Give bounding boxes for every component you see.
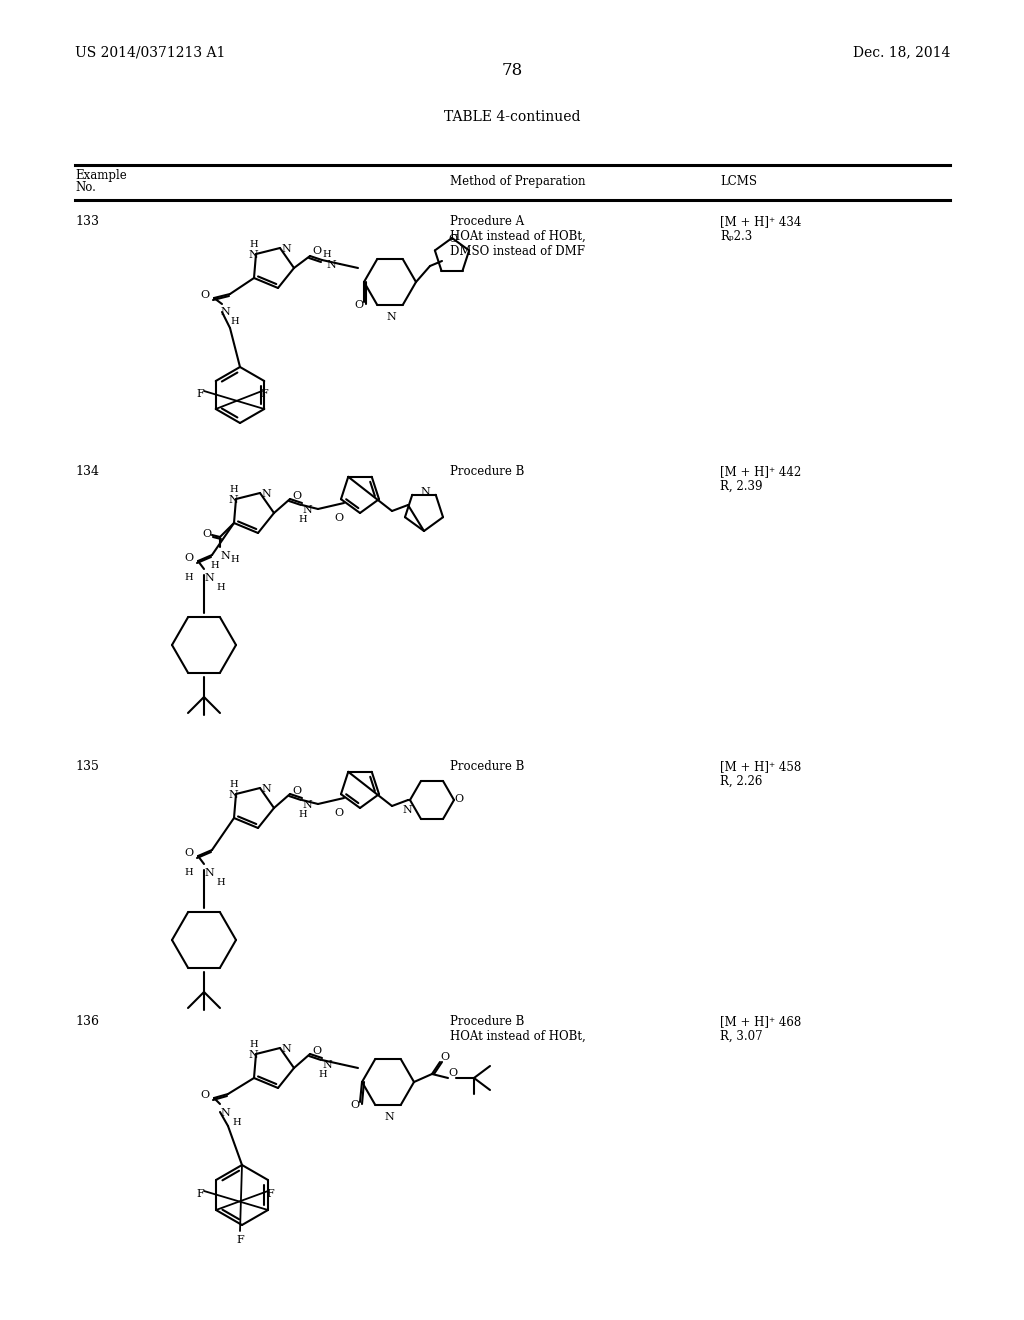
- Text: H: H: [230, 554, 239, 564]
- Text: O: O: [350, 1100, 359, 1110]
- Text: H: H: [184, 573, 193, 582]
- Text: N: N: [420, 487, 430, 498]
- Text: Procedure A
HOAt instead of HOBt,
DMSO instead of DMF: Procedure A HOAt instead of HOBt, DMSO i…: [450, 215, 586, 257]
- Text: Dec. 18, 2014: Dec. 18, 2014: [853, 45, 950, 59]
- Text: O: O: [292, 491, 301, 502]
- Text: Procedure B: Procedure B: [450, 465, 524, 478]
- Text: H: H: [298, 810, 306, 818]
- Text: O: O: [312, 1045, 322, 1056]
- Text: Procedure B: Procedure B: [450, 760, 524, 774]
- Text: H: H: [216, 583, 224, 591]
- Text: N: N: [261, 488, 270, 499]
- Text: N: N: [281, 244, 291, 253]
- Text: N: N: [248, 1049, 258, 1060]
- Text: O: O: [354, 300, 364, 310]
- Text: US 2014/0371213 A1: US 2014/0371213 A1: [75, 45, 225, 59]
- Text: H: H: [210, 561, 219, 570]
- Text: [M + H]⁺ 458
R, 2.26: [M + H]⁺ 458 R, 2.26: [720, 760, 801, 788]
- Text: H: H: [318, 1071, 327, 1078]
- Text: Procedure B
HOAt instead of HOBt,: Procedure B HOAt instead of HOBt,: [450, 1015, 586, 1043]
- Text: O: O: [449, 1068, 457, 1078]
- Text: N: N: [204, 573, 214, 583]
- Text: 78: 78: [502, 62, 522, 79]
- Text: O: O: [184, 553, 194, 564]
- Text: N: N: [261, 784, 270, 795]
- Text: H: H: [322, 249, 331, 259]
- Text: O: O: [200, 1090, 209, 1100]
- Text: H: H: [230, 317, 239, 326]
- Text: N: N: [302, 800, 311, 810]
- Text: F: F: [260, 389, 267, 399]
- Text: H: H: [232, 1118, 241, 1127]
- Text: H: H: [229, 484, 239, 494]
- Text: No.: No.: [75, 181, 96, 194]
- Text: F: F: [236, 1236, 244, 1245]
- Text: H: H: [298, 515, 306, 524]
- Text: Example: Example: [75, 169, 127, 182]
- Text: H: H: [250, 240, 258, 249]
- Text: F: F: [196, 1189, 204, 1199]
- Text: N: N: [302, 506, 311, 515]
- Text: O: O: [454, 795, 463, 804]
- Text: TABLE 4-continued: TABLE 4-continued: [443, 110, 581, 124]
- Text: O: O: [312, 246, 322, 256]
- Text: F: F: [196, 389, 204, 399]
- Text: N: N: [204, 869, 214, 878]
- Text: N: N: [384, 1111, 394, 1122]
- Text: O: O: [292, 785, 301, 796]
- Text: N: N: [228, 789, 238, 800]
- Text: O: O: [440, 1052, 450, 1063]
- Text: Method of Preparation: Method of Preparation: [450, 176, 586, 187]
- Text: 135: 135: [75, 760, 99, 774]
- Text: N: N: [386, 312, 395, 322]
- Text: F: F: [266, 1189, 273, 1199]
- Text: 136: 136: [75, 1015, 99, 1028]
- Text: N: N: [220, 308, 229, 317]
- Text: O: O: [334, 808, 343, 818]
- Text: [M + H]⁺ 468
R, 3.07: [M + H]⁺ 468 R, 3.07: [720, 1015, 801, 1043]
- Text: N: N: [220, 550, 229, 561]
- Text: O: O: [200, 290, 209, 300]
- Text: N: N: [281, 1044, 291, 1053]
- Text: H: H: [229, 780, 239, 789]
- Text: O: O: [202, 529, 211, 539]
- Text: N: N: [322, 1060, 332, 1071]
- Text: N: N: [326, 260, 336, 271]
- Text: N: N: [248, 249, 258, 260]
- Text: O: O: [184, 847, 194, 858]
- Text: N: N: [220, 1107, 229, 1118]
- Text: 134: 134: [75, 465, 99, 478]
- Text: [M + H]⁺ 434
Rₚ2.3: [M + H]⁺ 434 Rₚ2.3: [720, 215, 802, 243]
- Text: O: O: [334, 513, 343, 523]
- Text: 133: 133: [75, 215, 99, 228]
- Text: O: O: [449, 234, 457, 244]
- Text: H: H: [184, 869, 193, 876]
- Text: [M + H]⁺ 442
R, 2.39: [M + H]⁺ 442 R, 2.39: [720, 465, 801, 492]
- Text: N: N: [228, 495, 238, 506]
- Text: H: H: [250, 1040, 258, 1049]
- Text: H: H: [216, 878, 224, 887]
- Text: LCMS: LCMS: [720, 176, 757, 187]
- Text: N: N: [402, 805, 412, 814]
